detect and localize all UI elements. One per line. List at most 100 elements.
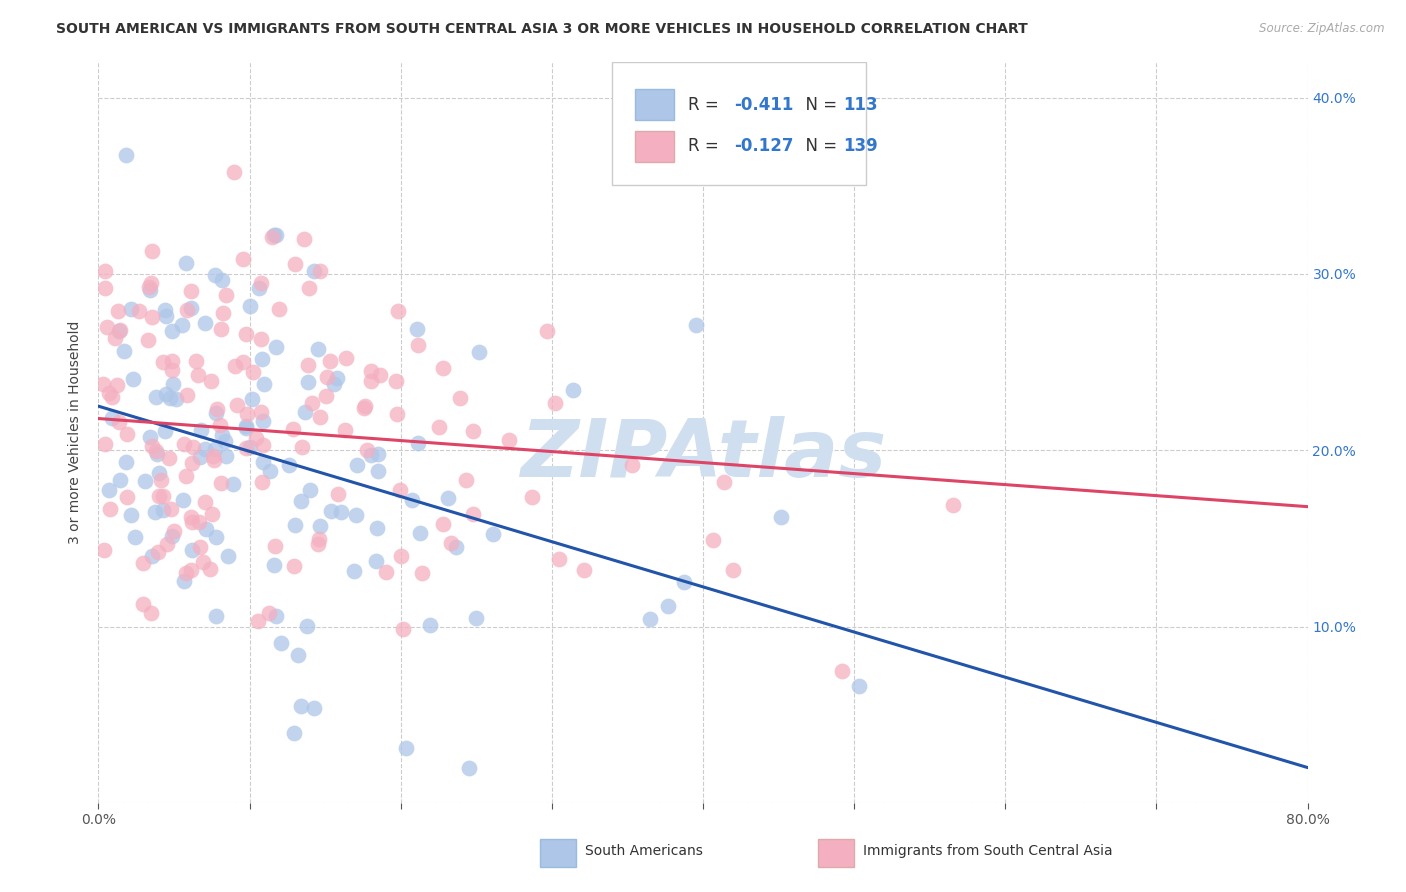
- Point: [205, 406, 228, 420]
- Point: [309, 264, 332, 278]
- Point: [145, 390, 167, 404]
- Point: [335, 351, 357, 366]
- Point: [461, 424, 484, 438]
- Point: [353, 401, 375, 415]
- Point: [141, 310, 163, 324]
- Point: [304, 263, 326, 277]
- Point: [132, 597, 155, 611]
- Point: [235, 441, 257, 455]
- Point: [108, 324, 131, 338]
- Point: [107, 416, 129, 430]
- Point: [200, 562, 222, 576]
- Point: [150, 473, 173, 487]
- Point: [205, 530, 228, 544]
- Point: [374, 565, 396, 579]
- Point: [145, 444, 167, 458]
- Point: [148, 489, 170, 503]
- Point: [270, 635, 292, 649]
- Point: [162, 377, 184, 392]
- Point: [211, 273, 233, 287]
- Point: [364, 553, 387, 567]
- Point: [115, 490, 138, 504]
- Point: [146, 544, 169, 558]
- Point: [264, 340, 287, 354]
- Point: [194, 316, 217, 330]
- Point: [184, 354, 207, 368]
- Point: [249, 276, 271, 290]
- Point: [128, 304, 150, 318]
- Point: [353, 400, 375, 414]
- Point: [444, 540, 467, 554]
- Point: [702, 533, 724, 548]
- Point: [432, 360, 454, 375]
- Point: [132, 557, 155, 571]
- Point: [385, 374, 408, 388]
- Point: [463, 507, 485, 521]
- Text: -0.411: -0.411: [734, 95, 794, 113]
- Point: [685, 318, 707, 333]
- Point: [308, 409, 330, 424]
- Point: [247, 280, 270, 294]
- Point: [252, 414, 274, 428]
- Point: [93, 437, 115, 451]
- Point: [155, 425, 177, 439]
- Point: [239, 440, 262, 454]
- Point: [235, 326, 257, 341]
- Point: [401, 493, 423, 508]
- Point: [406, 321, 429, 335]
- Point: [139, 283, 162, 297]
- Point: [200, 374, 222, 388]
- Point: [283, 725, 305, 739]
- Point: [409, 526, 432, 541]
- Point: [172, 318, 194, 333]
- Point: [173, 436, 195, 450]
- Point: [360, 364, 382, 378]
- Point: [159, 391, 181, 405]
- Point: [120, 508, 142, 522]
- Point: [98, 386, 121, 401]
- Point: [260, 230, 283, 244]
- Point: [385, 407, 408, 421]
- Point: [194, 494, 217, 508]
- Point: [307, 536, 329, 550]
- Point: [323, 376, 346, 391]
- Point: [253, 377, 276, 392]
- Point: [346, 458, 368, 473]
- Text: R =: R =: [689, 95, 724, 113]
- Point: [316, 370, 339, 384]
- Point: [235, 421, 257, 435]
- Text: -0.127: -0.127: [734, 137, 794, 155]
- Point: [392, 622, 415, 636]
- Point: [180, 563, 202, 577]
- Point: [205, 609, 228, 624]
- Point: [250, 475, 273, 490]
- Point: [172, 492, 194, 507]
- Point: [330, 505, 353, 519]
- Point: [176, 566, 198, 580]
- Point: [427, 419, 450, 434]
- Point: [304, 701, 326, 715]
- Point: [94, 263, 117, 277]
- Point: [673, 574, 696, 589]
- Point: [848, 679, 870, 693]
- Point: [297, 619, 319, 633]
- Point: [139, 607, 162, 621]
- FancyBboxPatch shape: [636, 89, 673, 120]
- Point: [93, 543, 115, 558]
- Point: [212, 305, 235, 319]
- Point: [395, 740, 418, 755]
- Point: [232, 252, 254, 267]
- Point: [163, 524, 186, 538]
- Point: [269, 302, 291, 317]
- Point: [468, 344, 491, 359]
- Point: [498, 434, 520, 448]
- Point: [162, 529, 184, 543]
- Point: [621, 458, 644, 472]
- Point: [657, 599, 679, 613]
- Point: [101, 390, 124, 404]
- Point: [188, 540, 211, 554]
- Point: [942, 498, 965, 512]
- Point: [204, 268, 226, 283]
- Point: [235, 419, 257, 434]
- Point: [188, 450, 211, 464]
